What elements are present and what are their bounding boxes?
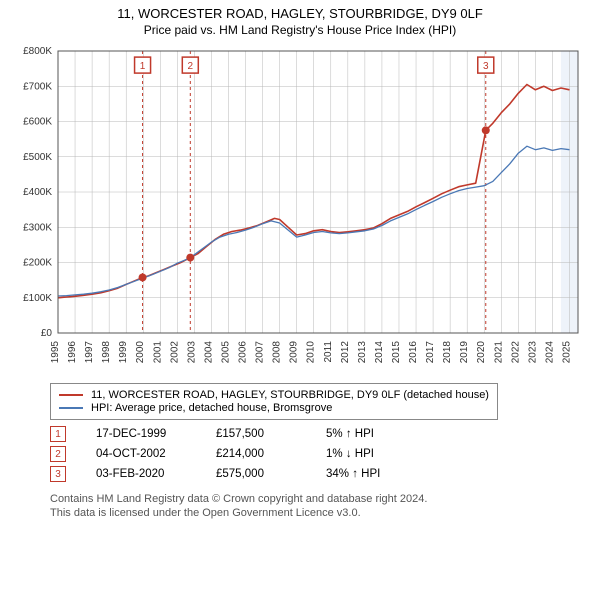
svg-text:£700K: £700K (23, 81, 52, 92)
legend-label: 11, WORCESTER ROAD, HAGLEY, STOURBRIDGE,… (91, 389, 489, 401)
transaction-row: 3 03-FEB-2020 £575,000 34% ↑ HPI (50, 466, 590, 482)
svg-text:3: 3 (483, 61, 489, 72)
svg-text:2020: 2020 (476, 341, 487, 364)
svg-text:£400K: £400K (23, 187, 52, 198)
footer-line-2: This data is licensed under the Open Gov… (50, 506, 590, 520)
transaction-delta: 1% ↓ HPI (326, 448, 416, 460)
legend-swatch (59, 394, 83, 396)
svg-text:2004: 2004 (203, 341, 214, 364)
svg-text:2018: 2018 (442, 341, 453, 364)
svg-text:2001: 2001 (152, 341, 163, 364)
svg-text:2009: 2009 (289, 341, 300, 364)
svg-text:2005: 2005 (220, 341, 231, 364)
transaction-date: 03-FEB-2020 (96, 468, 186, 480)
chart-title: 11, WORCESTER ROAD, HAGLEY, STOURBRIDGE,… (10, 6, 590, 21)
transaction-row: 1 17-DEC-1999 £157,500 5% ↑ HPI (50, 426, 590, 442)
svg-text:2017: 2017 (425, 341, 436, 364)
svg-text:2011: 2011 (323, 341, 334, 363)
svg-text:2016: 2016 (408, 341, 419, 364)
svg-text:2023: 2023 (527, 341, 538, 364)
transaction-marker-badge: 3 (50, 466, 66, 482)
svg-text:2006: 2006 (238, 341, 249, 364)
svg-text:2021: 2021 (493, 341, 504, 364)
transactions-table: 1 17-DEC-1999 £157,500 5% ↑ HPI 2 04-OCT-2002… (50, 426, 590, 482)
svg-text:£800K: £800K (23, 46, 52, 57)
svg-text:1996: 1996 (67, 341, 78, 364)
svg-text:£600K: £600K (23, 117, 52, 128)
svg-text:2014: 2014 (374, 341, 385, 364)
svg-text:2008: 2008 (272, 341, 283, 364)
transaction-row: 2 04-OCT-2002 £214,000 1% ↓ HPI (50, 446, 590, 462)
svg-text:2024: 2024 (544, 341, 555, 364)
legend-swatch (59, 407, 83, 409)
footer-note: Contains HM Land Registry data © Crown c… (50, 492, 590, 521)
svg-text:£300K: £300K (23, 222, 52, 233)
legend-item: 11, WORCESTER ROAD, HAGLEY, STOURBRIDGE,… (59, 389, 489, 401)
svg-text:2025: 2025 (561, 341, 572, 364)
line-chart-svg: £0 £100K £200K £300K £400K £500K £600K £700K £80… (10, 43, 590, 373)
svg-text:2007: 2007 (255, 341, 266, 364)
svg-text:£0: £0 (41, 328, 53, 339)
svg-text:2012: 2012 (340, 341, 351, 364)
transaction-price: £575,000 (216, 468, 296, 480)
svg-text:2000: 2000 (135, 341, 146, 364)
legend-item: HPI: Average price, detached house, Brom… (59, 402, 489, 414)
svg-text:1997: 1997 (84, 341, 95, 364)
transaction-price: £214,000 (216, 448, 296, 460)
transaction-date: 04-OCT-2002 (96, 448, 186, 460)
legend-label: HPI: Average price, detached house, Brom… (91, 402, 332, 414)
chart-container: 11, WORCESTER ROAD, HAGLEY, STOURBRIDGE,… (0, 0, 600, 529)
svg-text:1: 1 (140, 61, 146, 72)
svg-text:2002: 2002 (169, 341, 180, 364)
transaction-date: 17-DEC-1999 (96, 428, 186, 440)
svg-text:2010: 2010 (306, 341, 317, 364)
svg-text:2013: 2013 (357, 341, 368, 364)
svg-text:1999: 1999 (118, 341, 129, 364)
transaction-marker-badge: 1 (50, 426, 66, 442)
chart-plot-area: £0 £100K £200K £300K £400K £500K £600K £700K £80… (10, 43, 590, 373)
legend: 11, WORCESTER ROAD, HAGLEY, STOURBRIDGE,… (50, 383, 498, 420)
transaction-delta: 34% ↑ HPI (326, 468, 416, 480)
svg-text:1998: 1998 (101, 341, 112, 364)
svg-text:£200K: £200K (23, 258, 52, 269)
svg-text:1995: 1995 (50, 341, 61, 364)
svg-text:£500K: £500K (23, 152, 52, 163)
svg-text:2019: 2019 (459, 341, 470, 364)
svg-text:2003: 2003 (186, 341, 197, 364)
svg-text:2022: 2022 (510, 341, 521, 364)
svg-text:2015: 2015 (391, 341, 402, 364)
footer-line-1: Contains HM Land Registry data © Crown c… (50, 492, 590, 506)
svg-text:2: 2 (188, 61, 194, 72)
svg-text:£100K: £100K (23, 293, 52, 304)
transaction-marker-badge: 2 (50, 446, 66, 462)
transaction-price: £157,500 (216, 428, 296, 440)
transaction-delta: 5% ↑ HPI (326, 428, 416, 440)
chart-subtitle: Price paid vs. HM Land Registry's House … (10, 23, 590, 37)
